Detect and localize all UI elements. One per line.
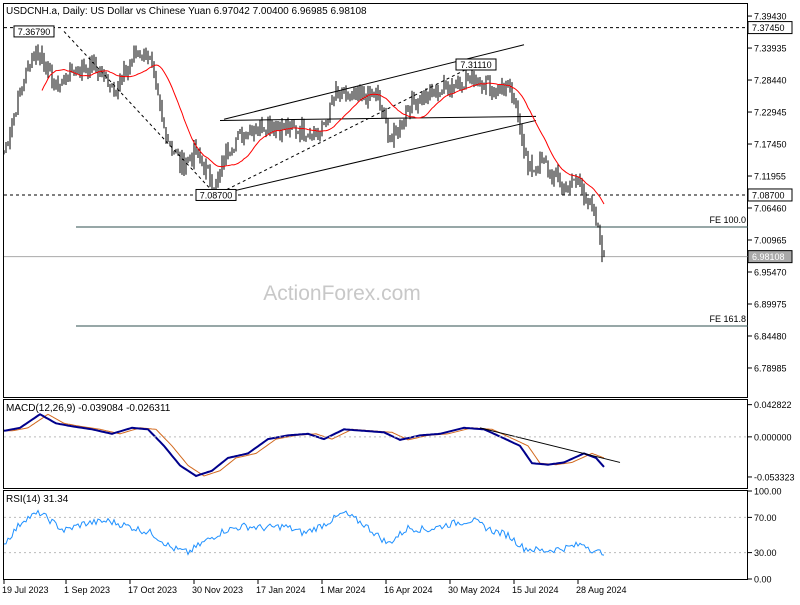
x-tick-label: 30 Nov 2023 <box>192 585 243 595</box>
x-tick-label: 30 May 2024 <box>448 585 500 595</box>
y-tick-label: 7.17450 <box>754 140 787 150</box>
price-chart-title: USDCNH.a, Daily: US Dollar vs Chinese Yu… <box>6 6 367 17</box>
price-tag: 7.08700 <box>752 190 785 200</box>
fe-label: FE 161.8 <box>709 314 746 324</box>
price-tag-box <box>747 21 793 35</box>
y-tick-label: -0.053323 <box>754 472 795 482</box>
fe-label: FE 100.0 <box>709 215 746 225</box>
swing-label-box <box>13 25 55 38</box>
y-tick-label: 0.042822 <box>754 400 792 410</box>
rsi-line <box>3 509 605 556</box>
y-tick-label: 6.95470 <box>754 267 787 277</box>
y-tick-label: 100.00 <box>754 487 782 497</box>
y-tick-label: 7.11955 <box>754 172 786 182</box>
x-tick-label: 17 Jan 2024 <box>256 585 306 595</box>
swing-label: 7.36790 <box>18 27 51 37</box>
price-tag-box <box>747 188 793 202</box>
macd-pane <box>3 399 748 489</box>
x-tick-label: 1 Mar 2024 <box>320 585 366 595</box>
y-tick-label: 30.00 <box>754 548 777 558</box>
moving-average-line <box>41 64 605 205</box>
y-tick-label: 70.00 <box>754 513 777 523</box>
y-tick-label: 7.22945 <box>754 108 787 118</box>
y-tick-label: 0.000000 <box>754 432 792 442</box>
swing-label: 7.31110 <box>460 60 491 70</box>
projection-leg-1 <box>63 31 217 196</box>
watermark: ActionForex.com <box>263 282 421 305</box>
y-tick-label: 7.33935 <box>754 44 787 54</box>
macd-trendline <box>479 427 621 463</box>
rsi-title: RSI(14) 31.34 <box>6 494 69 505</box>
channel-base-line <box>215 119 537 196</box>
channel-upper-line <box>223 44 525 120</box>
x-tick-label: 15 Jul 2024 <box>512 585 559 595</box>
x-tick-label: 28 Aug 2024 <box>576 585 627 595</box>
macd-title: MACD(12,26,9) -0.039084 -0.026311 <box>6 403 171 414</box>
y-tick-label: 7.06460 <box>754 204 787 214</box>
y-tick-label: 6.78985 <box>754 363 787 373</box>
x-tick-label: 19 Jul 2023 <box>2 585 49 595</box>
channel-lower-line <box>219 115 537 121</box>
price-tag-box <box>747 250 793 264</box>
x-tick-label: 16 Apr 2024 <box>384 585 433 595</box>
swing-label-box <box>195 188 237 201</box>
rsi-pane <box>3 490 748 580</box>
y-tick-label: 6.84480 <box>754 331 787 341</box>
x-tick-label: 1 Sep 2023 <box>64 585 110 595</box>
y-tick-label: 7.39430 <box>754 12 787 22</box>
price-tag: 7.37450 <box>752 23 785 33</box>
macd-line <box>3 413 605 478</box>
swing-label: 7.08700 <box>200 190 233 200</box>
y-tick-label: 7.00965 <box>754 236 787 246</box>
y-tick-label: 6.89975 <box>754 299 787 309</box>
swing-label-box <box>455 58 497 71</box>
y-tick-label: 0.00 <box>754 575 772 585</box>
x-tick-label: 17 Oct 2023 <box>128 585 177 595</box>
price-tag: 6.98108 <box>752 252 785 262</box>
y-tick-label: 7.28440 <box>754 76 787 86</box>
projection-leg-2 <box>215 64 477 196</box>
